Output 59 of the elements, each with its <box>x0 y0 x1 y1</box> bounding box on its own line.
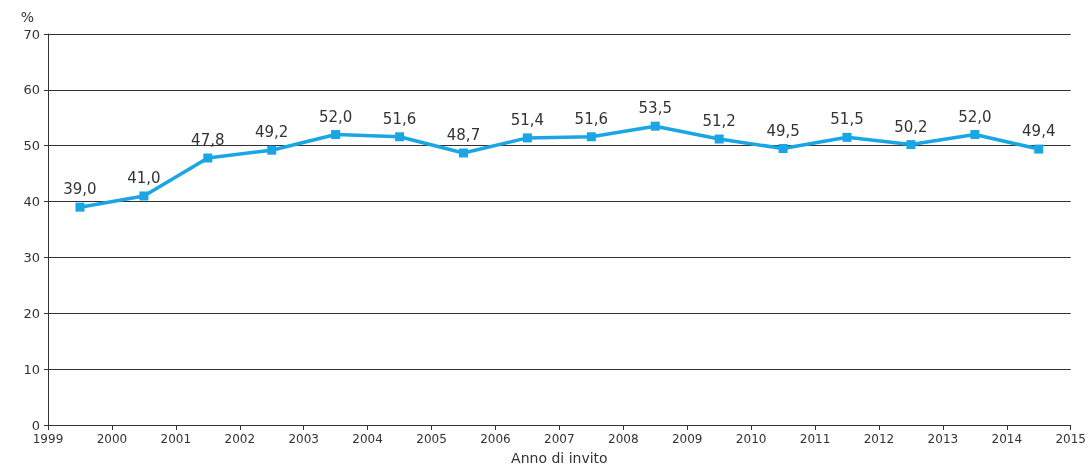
y-tick-label: 60 <box>23 82 40 98</box>
data-label: 41,0 <box>127 168 161 187</box>
point <box>842 132 852 142</box>
x-tick-label: 2008 <box>608 432 639 446</box>
point <box>1034 144 1044 154</box>
data-label: 48,7 <box>446 125 481 144</box>
y-tick-label: 50 <box>23 138 40 154</box>
point <box>522 133 532 143</box>
point <box>778 144 788 154</box>
data-label: 39,0 <box>63 180 97 199</box>
x-tick-label: 2012 <box>863 432 895 446</box>
x-axis-title: Anno di invito <box>511 450 608 466</box>
data-label: 51,2 <box>702 112 736 131</box>
point <box>331 130 341 140</box>
x-tick-label: 2000 <box>96 432 128 446</box>
point <box>267 145 277 155</box>
data-label: 51,5 <box>830 110 864 129</box>
y-tick-label: 0 <box>31 417 40 433</box>
y-tick-label: 20 <box>23 305 40 321</box>
point <box>75 202 85 212</box>
y-tick-label: 40 <box>23 194 40 210</box>
x-tick-label: 2013 <box>927 432 959 446</box>
x-tick-label: 2009 <box>671 432 703 446</box>
point <box>139 191 149 201</box>
data-label: 49,4 <box>1022 122 1056 141</box>
data-label: 49,5 <box>766 121 800 140</box>
point <box>906 140 916 150</box>
data-label: 51,6 <box>382 109 417 128</box>
y-tick-label: 70 <box>23 26 40 42</box>
point <box>203 153 213 163</box>
x-tick-label: 2001 <box>160 432 192 446</box>
x-tick-label: 2002 <box>224 432 256 446</box>
data-label: 47,8 <box>191 131 225 149</box>
x-tick-label: 2014 <box>991 432 1023 446</box>
data-label: 50,2 <box>894 117 928 136</box>
point <box>458 148 468 158</box>
x-tick-label: 2004 <box>352 432 383 446</box>
x-tick-label: 2005 <box>416 432 447 446</box>
x-tick-label: 2011 <box>799 432 831 446</box>
x-tick-label: 2010 <box>735 432 767 446</box>
x-tick-label: 2007 <box>544 432 575 446</box>
x-tick-label: 2006 <box>480 432 511 446</box>
data-label: 49,2 <box>255 123 289 142</box>
y-tick-label: 30 <box>23 249 40 265</box>
data-label: 52,0 <box>958 107 992 126</box>
x-tick-label: 1999 <box>32 432 64 446</box>
y-axis-title: % <box>20 9 34 25</box>
x-tick-label: 2015 <box>1055 432 1086 446</box>
point <box>970 130 980 140</box>
point <box>650 121 660 131</box>
y-tick-label: 10 <box>23 361 40 377</box>
data-label: 51,4 <box>510 110 545 129</box>
point <box>395 132 405 142</box>
data-label: 51,6 <box>574 109 609 128</box>
point <box>714 134 724 144</box>
data-label: 52,0 <box>318 107 353 126</box>
x-tick-label: 2003 <box>288 432 319 446</box>
point <box>586 132 596 142</box>
data-label: 53,5 <box>638 99 672 118</box>
